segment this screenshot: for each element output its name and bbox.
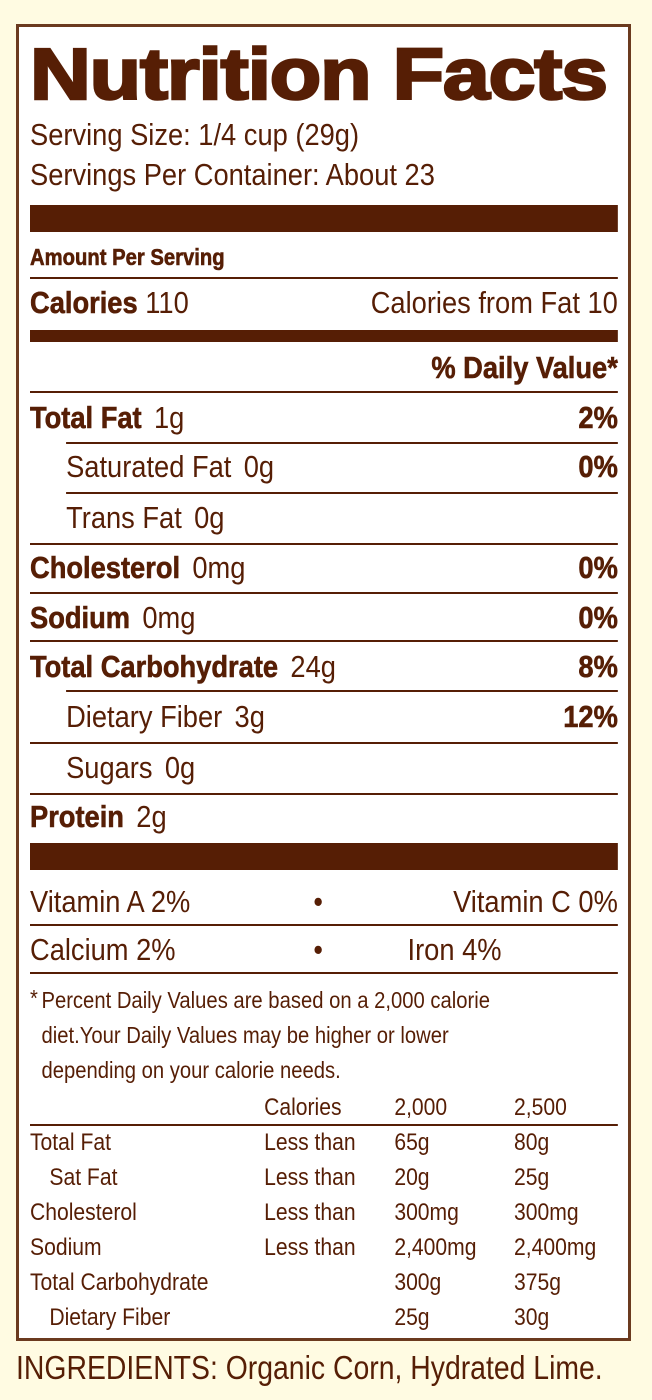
label-title: Nutrition Facts [29, 34, 610, 117]
vitamin-a: Vitamin A 2% [30, 884, 191, 919]
nutrient-amount: 0mg [142, 600, 196, 635]
divider [30, 742, 618, 744]
nutrient-label: Cholesterol [30, 550, 181, 586]
thick-divider [30, 205, 618, 232]
calories-row: Calories 110 [30, 283, 189, 323]
serving-size: Serving Size: 1/4 cup (29g) [30, 117, 360, 152]
nutrient-label: Protein [30, 799, 125, 835]
nutrient-label: Saturated Fat [66, 449, 232, 484]
bullet-separator: • [313, 932, 323, 967]
divider [30, 277, 618, 279]
divider [30, 1124, 618, 1126]
table-cell: Total Carbohydrate [30, 1269, 209, 1296]
nutrient-amount: 3g [234, 699, 265, 734]
nutrient-label: Sodium [30, 600, 131, 636]
table-cell: 375g [514, 1269, 561, 1296]
table-cell: Less than [264, 1129, 356, 1156]
table-cell: 25g [394, 1304, 430, 1331]
nutrient-label: Trans Fat [66, 500, 182, 535]
servings-per-container: Servings Per Container: About 23 [30, 157, 435, 192]
divider [30, 972, 618, 974]
daily-value-header: % Daily Value* [431, 350, 618, 386]
divider [30, 592, 618, 594]
daily-value-percent: 12% [563, 699, 618, 735]
table-cell: Less than [264, 1199, 356, 1226]
label-content: Serving Size: 1/4 cup (29g) Servings Per… [30, 0, 618, 1400]
daily-value-percent: 0% [578, 600, 618, 636]
nutrient-row: Saturated Fat 0g [66, 447, 274, 487]
nutrient-amount: 1g [153, 400, 185, 435]
divider [30, 543, 618, 545]
nutrient-label: Total Carbohydrate [30, 649, 279, 685]
daily-value-percent: 8% [578, 649, 618, 685]
nutrient-amount: 0g [194, 500, 225, 535]
iron: Iron 4% [407, 932, 502, 967]
calories-label: Calories [30, 285, 138, 321]
divider [66, 690, 618, 692]
nutrient-row: Protein 2g [30, 797, 167, 837]
table-header-cell: 2,000 [394, 1094, 448, 1121]
nutrient-row: Total Carbohydrate 24g [30, 647, 336, 687]
daily-value-percent: 0% [578, 449, 618, 485]
table-header-cell: 2,500 [514, 1094, 567, 1121]
table-cell: 2,400mg [394, 1234, 477, 1261]
table-cell: 300mg [394, 1199, 459, 1226]
thick-divider [30, 843, 618, 870]
table-cell: 30g [514, 1304, 550, 1331]
table-cell: Less than [264, 1164, 356, 1191]
nutrient-row: Total Fat 1g [30, 398, 185, 438]
divider [30, 793, 618, 795]
table-cell: Sodium [30, 1234, 102, 1261]
bullet-separator: • [313, 884, 323, 919]
nutrient-row: Sodium 0mg [30, 598, 196, 638]
amount-per-serving: Amount Per Serving [30, 244, 225, 271]
divider [30, 924, 618, 926]
calories-value: 110 [145, 285, 189, 320]
table-cell: 300g [394, 1269, 442, 1296]
daily-value-percent: 2% [578, 400, 618, 436]
table-cell: Dietary Fiber [49, 1304, 171, 1331]
vitamin-c: Vitamin C 0% [453, 884, 618, 919]
footnote-line: diet.Your Daily Values may be higher or … [41, 1022, 449, 1048]
table-cell: 25g [514, 1164, 550, 1191]
divider [66, 442, 618, 444]
nutrient-label: Total Fat [30, 400, 142, 436]
nutrition-label-panel [16, 24, 631, 1341]
nutrient-amount: 0g [164, 750, 196, 785]
footnote-marker: * [30, 985, 38, 1011]
table-cell: 80g [514, 1129, 550, 1156]
table-cell: Cholesterol [30, 1199, 137, 1226]
table-cell: 2,400mg [514, 1234, 597, 1261]
table-cell: 20g [394, 1164, 430, 1191]
table-cell: Sat Fat [49, 1164, 118, 1191]
nutrient-row: Sugars 0g [66, 748, 195, 788]
ingredients: INGREDIENTS: Organic Corn, Hydrated Lime… [16, 1349, 603, 1386]
table-header-cell: Calories [264, 1094, 342, 1121]
nutrient-row: Trans Fat 0g [66, 498, 224, 538]
medium-divider [30, 330, 618, 342]
table-cell: Less than [264, 1234, 356, 1261]
divider [66, 492, 618, 494]
table-cell: 300mg [514, 1199, 579, 1226]
nutrient-row: Dietary Fiber 3g [66, 697, 265, 737]
divider [30, 391, 618, 393]
divider [30, 640, 618, 642]
nutrient-amount: 2g [136, 799, 167, 834]
nutrient-label: Dietary Fiber [66, 699, 223, 734]
footnote-line: Percent Daily Values are based on a 2,00… [41, 987, 490, 1013]
nutrient-amount: 0mg [192, 550, 246, 585]
nutrient-row: Cholesterol 0mg [30, 548, 246, 588]
calcium: Calcium 2% [30, 932, 176, 967]
nutrient-label: Sugars [66, 750, 153, 785]
calories-from-fat: Calories from Fat 10 [370, 285, 618, 320]
table-cell: Total Fat [30, 1129, 112, 1156]
nutrient-amount: 0g [243, 449, 275, 484]
daily-value-percent: 0% [578, 550, 618, 586]
footnote-line: depending on your calorie needs. [41, 1057, 341, 1083]
table-cell: 65g [394, 1129, 430, 1156]
nutrient-amount: 24g [290, 649, 336, 684]
